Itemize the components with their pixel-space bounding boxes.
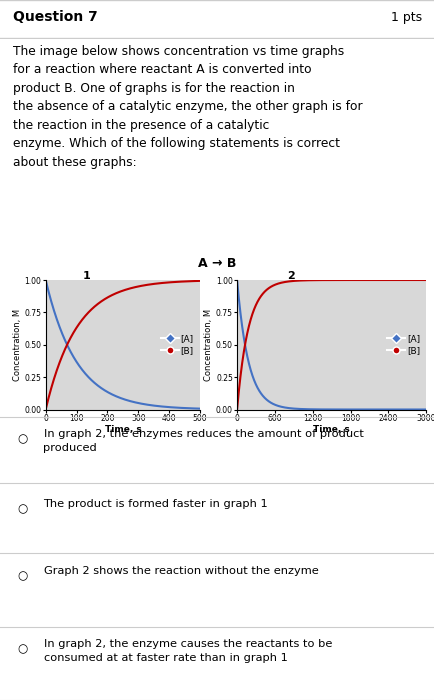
Text: 2: 2 <box>287 272 295 281</box>
Text: ○: ○ <box>17 643 28 655</box>
Text: In graph 2, the enzyme causes the reactants to be
consumed at at faster rate tha: In graph 2, the enzyme causes the reacta… <box>43 639 331 663</box>
Text: A → B: A → B <box>198 257 236 270</box>
Y-axis label: Concentration, M: Concentration, M <box>13 309 22 381</box>
X-axis label: Time, s: Time, s <box>312 426 349 435</box>
Legend: [A], [B]: [A], [B] <box>158 332 195 357</box>
Text: The image below shows concentration vs time graphs
for a reaction where reactant: The image below shows concentration vs t… <box>13 45 362 169</box>
X-axis label: Time, s: Time, s <box>104 426 141 435</box>
Text: In graph 2, the enzymes reduces the amount of product
produced: In graph 2, the enzymes reduces the amou… <box>43 429 362 453</box>
Text: 1 pts: 1 pts <box>390 10 421 24</box>
Text: Graph 2 shows the reaction without the enzyme: Graph 2 shows the reaction without the e… <box>43 566 318 575</box>
Text: ○: ○ <box>17 503 28 515</box>
Text: ○: ○ <box>17 433 28 445</box>
Text: Question 7: Question 7 <box>13 10 98 25</box>
Text: The product is formed faster in graph 1: The product is formed faster in graph 1 <box>43 499 268 509</box>
Y-axis label: Concentration, M: Concentration, M <box>204 309 213 381</box>
Text: 1: 1 <box>83 272 91 281</box>
Text: ○: ○ <box>17 569 28 582</box>
Legend: [A], [B]: [A], [B] <box>384 332 421 357</box>
